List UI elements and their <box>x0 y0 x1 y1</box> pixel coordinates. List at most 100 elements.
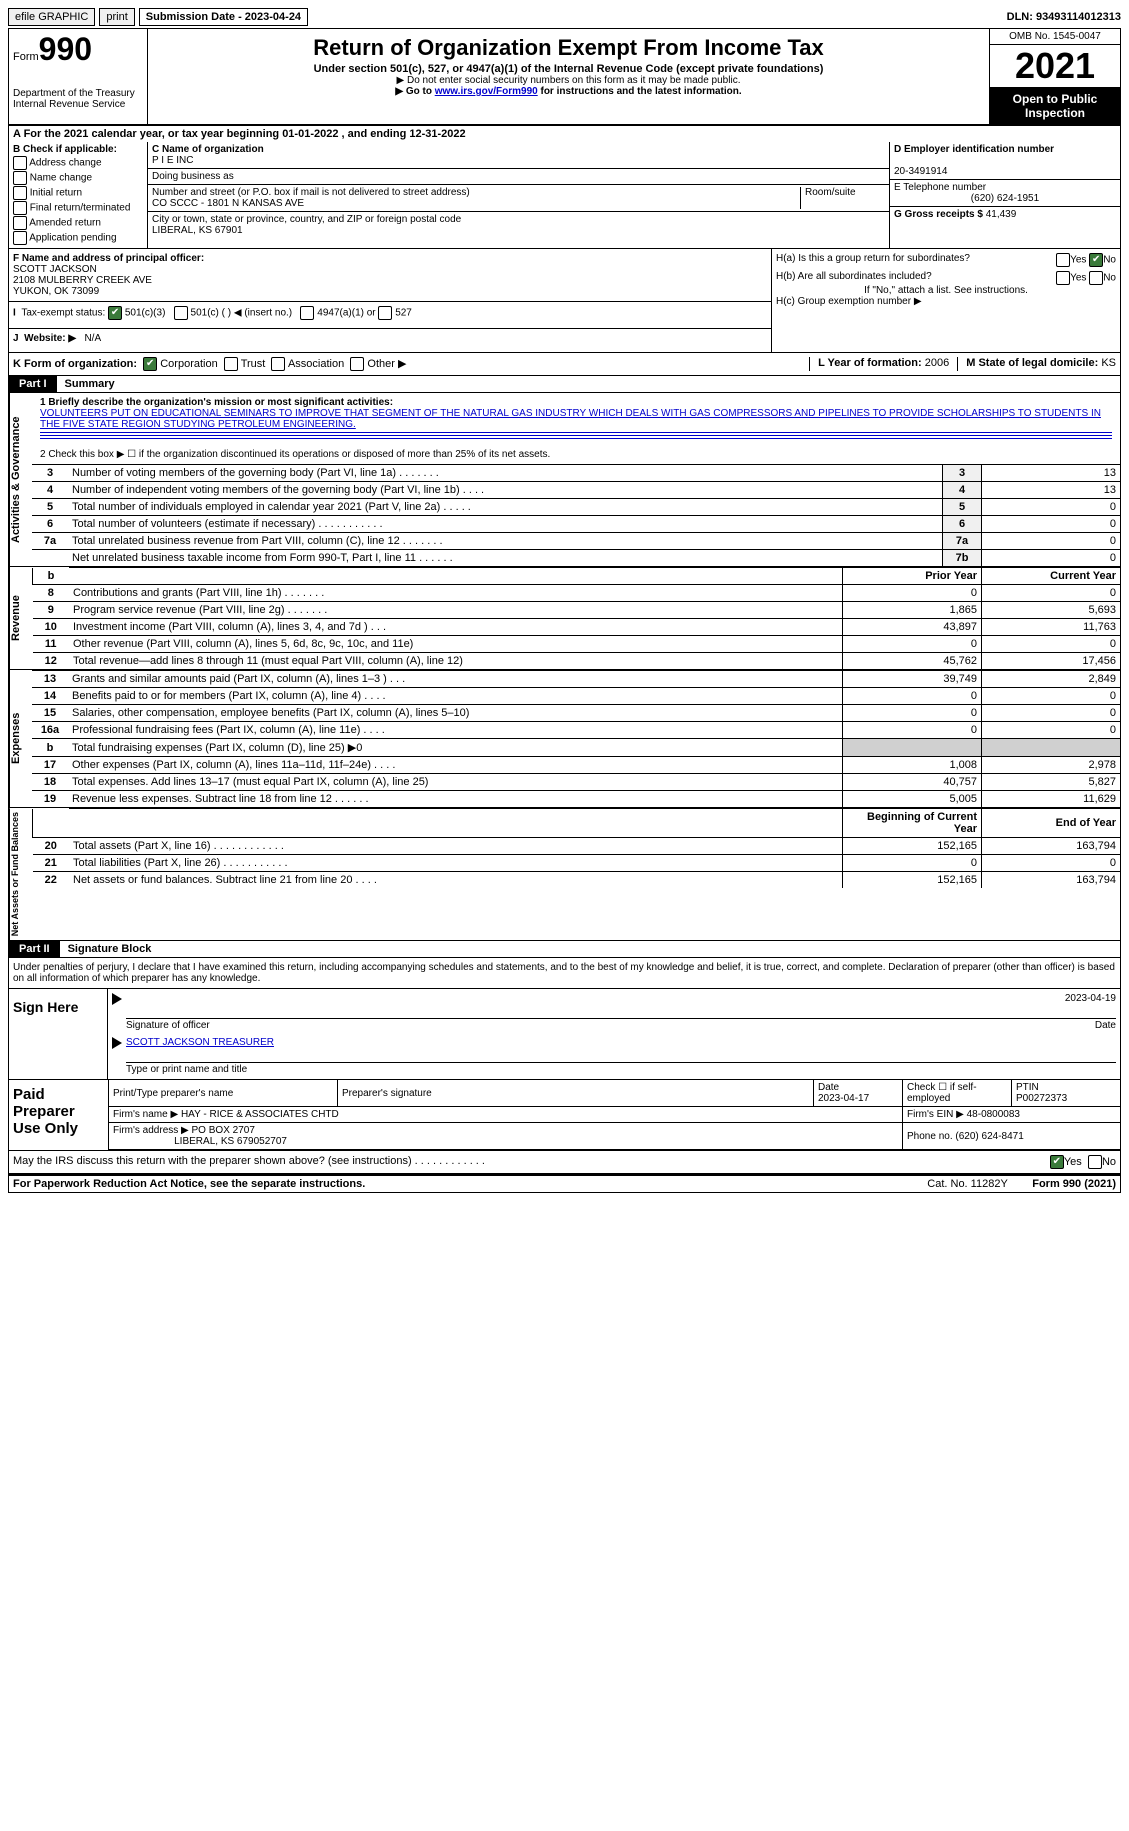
row-num: 15 <box>32 705 68 722</box>
d-phone-label: E Telephone number <box>894 182 986 193</box>
row-num: 5 <box>32 499 68 516</box>
row-num: 20 <box>33 838 70 855</box>
cb-initial-return[interactable] <box>13 186 27 200</box>
col-d: D Employer identification number 20-3491… <box>890 142 1120 248</box>
cb-final-return[interactable] <box>13 201 27 215</box>
opt-4947: 4947(a)(1) or <box>317 308 375 319</box>
row-text: Total unrelated business revenue from Pa… <box>68 533 943 550</box>
firm-ein-label: Firm's EIN ▶ <box>907 1109 964 1120</box>
k-label: K Form of organization: <box>13 358 137 370</box>
row-num: 4 <box>32 482 68 499</box>
cb-corp[interactable]: ✔ <box>143 357 157 371</box>
row-val: 13 <box>982 482 1121 499</box>
firm-name-label: Firm's name ▶ <box>113 1109 178 1120</box>
row-text: Revenue less expenses. Subtract line 18 … <box>68 791 843 808</box>
ha-label: H(a) Is this a group return for subordin… <box>776 253 970 267</box>
cb-amended[interactable] <box>13 216 27 230</box>
cb-4947[interactable] <box>300 306 314 320</box>
part2-title: Signature Block <box>68 941 152 957</box>
row-text: Number of independent voting members of … <box>68 482 943 499</box>
cat-no: Cat. No. 11282Y <box>927 1178 1008 1190</box>
row-val: 13 <box>982 465 1121 482</box>
row-num: 3 <box>32 465 68 482</box>
row-box: 7a <box>943 533 982 550</box>
row-current: 0 <box>982 855 1121 872</box>
cb-ha-no[interactable]: ✔ <box>1089 253 1103 267</box>
prior-year-header: Prior Year <box>843 568 982 585</box>
row-current: 0 <box>982 705 1121 722</box>
c-name-label: C Name of organization <box>152 144 885 155</box>
cb-name-change[interactable] <box>13 171 27 185</box>
cb-discuss-yes[interactable]: ✔ <box>1050 1155 1064 1169</box>
row-num <box>32 550 68 567</box>
cb-hb-no[interactable] <box>1089 271 1103 285</box>
firm-phone: (620) 624-8471 <box>955 1131 1023 1142</box>
cb-app-pending[interactable] <box>13 231 27 245</box>
row-val: 0 <box>982 516 1121 533</box>
col-h: H(a) Is this a group return for subordin… <box>772 249 1120 352</box>
row-num: 22 <box>33 872 70 889</box>
sig-date: 2023-04-19 <box>1065 993 1116 1004</box>
row-text: Total liabilities (Part X, line 26) . . … <box>69 855 843 872</box>
irs-link[interactable]: www.irs.gov/Form990 <box>435 86 538 97</box>
row-current: 2,978 <box>982 757 1121 774</box>
f-label: F Name and address of principal officer: <box>13 253 204 264</box>
omb-number: OMB No. 1545-0047 <box>990 29 1120 45</box>
irs-label: Internal Revenue Service <box>13 99 143 110</box>
row-num: 13 <box>32 671 68 688</box>
row-text: Total number of individuals employed in … <box>68 499 943 516</box>
row-prior: 152,165 <box>843 838 982 855</box>
header-mid: Return of Organization Exempt From Incom… <box>148 29 989 124</box>
f-city: YUKON, OK 73099 <box>13 286 99 297</box>
row-num: 7a <box>32 533 68 550</box>
cb-501c3[interactable]: ✔ <box>108 306 122 320</box>
row-val: 0 <box>982 550 1121 567</box>
cb-assoc[interactable] <box>271 357 285 371</box>
row-box: 3 <box>943 465 982 482</box>
row-text: Program service revenue (Part VIII, line… <box>69 602 843 619</box>
col-b: B Check if applicable: Address change Na… <box>9 142 148 248</box>
hb-note: If "No," attach a list. See instructions… <box>776 285 1116 296</box>
c-room-label: Room/suite <box>801 187 885 209</box>
firm-addr2: LIBERAL, KS 679052707 <box>174 1136 287 1147</box>
row-current: 163,794 <box>982 838 1121 855</box>
vlabel-net-assets: Net Assets or Fund Balances <box>9 808 32 940</box>
cb-other[interactable] <box>350 357 364 371</box>
row-text: Total fundraising expenses (Part IX, col… <box>68 739 843 757</box>
arrow-icon <box>112 993 122 1005</box>
website-label: Website: ▶ <box>24 333 76 344</box>
cb-address-change[interactable] <box>13 156 27 170</box>
ha-yes: Yes <box>1070 255 1086 266</box>
row-text: Net assets or fund balances. Subtract li… <box>69 872 843 889</box>
k-trust: Trust <box>241 358 266 370</box>
cb-501c[interactable] <box>174 306 188 320</box>
cb-ha-yes[interactable] <box>1056 253 1070 267</box>
row-val: 0 <box>982 499 1121 516</box>
print-button[interactable]: print <box>99 8 134 26</box>
form-note1: ▶ Do not enter social security numbers o… <box>152 75 985 86</box>
summary-net-assets: Net Assets or Fund Balances Beginning of… <box>8 808 1121 941</box>
b-label: B Check if applicable: <box>13 144 117 155</box>
cb-trust[interactable] <box>224 357 238 371</box>
row-text: Total expenses. Add lines 13–17 (must eq… <box>68 774 843 791</box>
row-box: 5 <box>943 499 982 516</box>
b-item-4: Amended return <box>29 218 101 229</box>
efile-button[interactable]: efile GRAPHIC <box>8 8 95 26</box>
cb-hb-yes[interactable] <box>1056 271 1070 285</box>
summary-expenses: Expenses 13Grants and similar amounts pa… <box>8 670 1121 808</box>
prep-ptin-label: PTIN <box>1016 1082 1039 1093</box>
row-current: 0 <box>982 585 1121 602</box>
d-gross: 41,439 <box>986 209 1017 220</box>
form-label: Form <box>13 51 39 63</box>
row-num: 18 <box>32 774 68 791</box>
cb-discuss-no[interactable] <box>1088 1155 1102 1169</box>
net-table: Beginning of Current YearEnd of Year20To… <box>32 808 1120 888</box>
row-a-calendar-year: A For the 2021 calendar year, or tax yea… <box>8 126 1121 142</box>
tax-exempt-label: Tax-exempt status: <box>21 308 105 319</box>
hb-yes: Yes <box>1070 273 1086 284</box>
row-k: K Form of organization: ✔ Corporation Tr… <box>8 353 1121 376</box>
cb-527[interactable] <box>378 306 392 320</box>
f-street: 2108 MULBERRY CREEK AVE <box>13 275 152 286</box>
form-subtitle: Under section 501(c), 527, or 4947(a)(1)… <box>152 63 985 75</box>
b-item-0: Address change <box>29 158 101 169</box>
